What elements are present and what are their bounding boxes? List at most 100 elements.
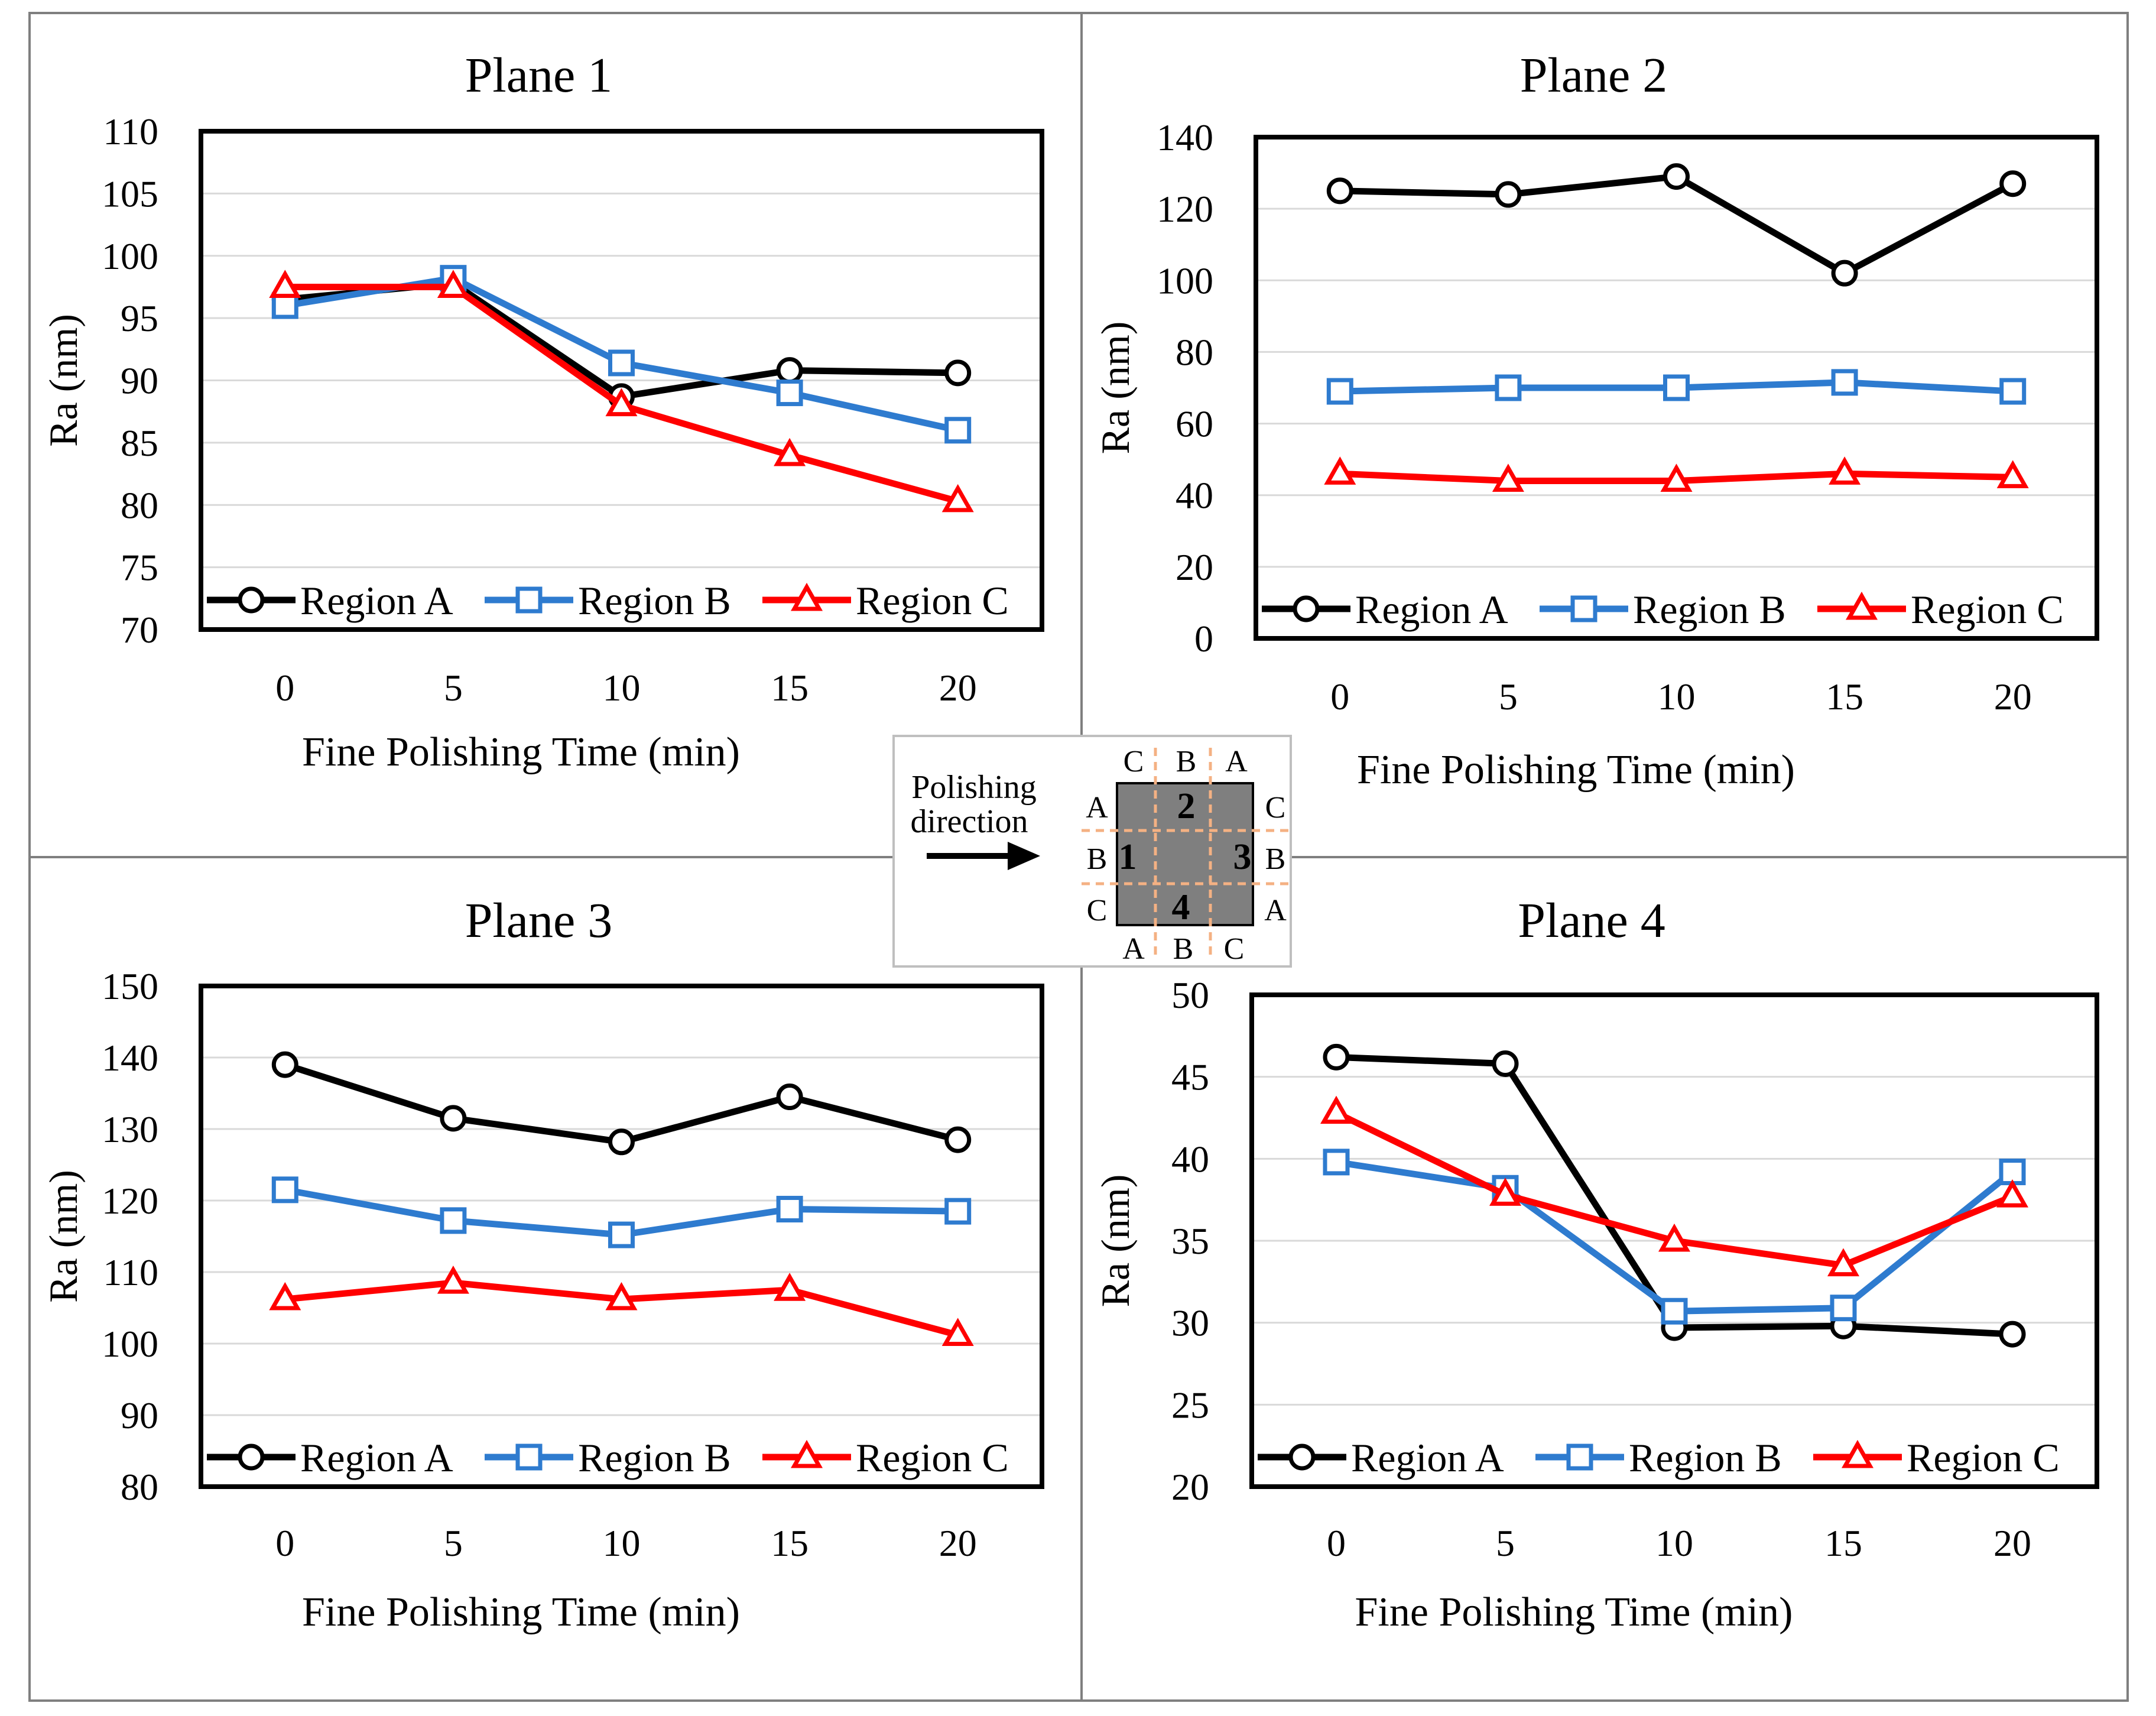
data-point-square — [776, 1196, 803, 1223]
legend-marker-square — [515, 586, 543, 614]
data-point-square — [440, 1207, 467, 1234]
x-tick-label: 5 — [1496, 1522, 1515, 1564]
data-point-circle — [271, 1051, 298, 1078]
data-point-triangle — [437, 270, 469, 298]
data-point-circle — [776, 1084, 803, 1111]
plot-area — [199, 984, 1044, 1489]
plot-area — [1254, 135, 2099, 641]
data-point-triangle — [269, 1282, 301, 1310]
y-tick-label: 95 — [121, 297, 158, 339]
y-tick-label: 50 — [1171, 974, 1209, 1016]
y-tick-label: 40 — [1171, 1138, 1209, 1180]
data-point-square — [944, 1198, 972, 1225]
inset-left-label-1: A — [1086, 791, 1108, 825]
x-tick-label: 20 — [939, 667, 977, 709]
y-tick-label: 100 — [102, 1323, 158, 1365]
y-tick-label: 40 — [1176, 475, 1213, 517]
y-tick-label: 110 — [103, 111, 158, 153]
y-tick-label: 70 — [121, 609, 158, 651]
legend-marker-circle — [1293, 595, 1320, 622]
y-tick-label: 80 — [1176, 331, 1213, 373]
y-tick-label: 20 — [1176, 546, 1213, 588]
chart-plane-3: 80 90 100 110 120 130 140 150 0 5 10 15 20 Plane 3 Fin… — [41, 893, 1044, 1635]
data-point-triangle — [1829, 456, 1861, 485]
inset-right-label-3: A — [1264, 894, 1287, 927]
y-axis-label: Ra (nm) — [41, 314, 86, 447]
x-axis-label: Fine Polishing Time (min) — [1355, 1590, 1793, 1635]
legend-label: Region A — [300, 578, 453, 623]
data-point-circle — [776, 357, 803, 384]
y-tick-label: 20 — [1171, 1466, 1209, 1508]
legend-label: Region A — [300, 1435, 453, 1480]
inset-right-label-2: B — [1265, 842, 1286, 876]
legend-label: Region C — [1907, 1435, 2060, 1480]
data-point-triangle — [605, 1282, 638, 1310]
chart-title: Plane 4 — [1518, 893, 1665, 948]
x-tick-label: 20 — [1994, 676, 2032, 718]
data-point-square — [1830, 1295, 1857, 1322]
inset-direction-label-line2: direction — [910, 803, 1028, 840]
y-tick-label: 100 — [102, 235, 158, 277]
data-point-triangle — [1320, 1095, 1353, 1124]
data-point-square — [1323, 1149, 1350, 1176]
legend-marker-square — [515, 1443, 543, 1471]
x-tick-label: 0 — [1327, 1522, 1346, 1564]
data-point-triangle — [1827, 1248, 1860, 1277]
series-line-region-a — [1340, 173, 2015, 277]
data-point-square — [776, 379, 803, 407]
data-point-triangle — [605, 388, 638, 417]
data-point-circle — [1495, 181, 1522, 208]
plane-number-4: 4 — [1172, 887, 1190, 927]
legend-label: Region B — [1633, 587, 1786, 632]
legend-marker-triangle — [1845, 591, 1878, 620]
direction-arrow-head-icon — [1008, 842, 1040, 870]
inset-top-label-1: C — [1124, 745, 1144, 778]
inset-left-label-3: C — [1087, 894, 1108, 927]
data-point-square — [1663, 374, 1690, 401]
y-tick-label: 45 — [1171, 1056, 1209, 1098]
y-tick-label: 60 — [1176, 403, 1213, 445]
x-tick-label: 0 — [275, 1522, 294, 1564]
chart-title: Plane 3 — [465, 893, 613, 948]
legend-label: Region C — [856, 1435, 1009, 1480]
legend-marker-square — [1566, 1443, 1593, 1471]
y-tick-label: 120 — [102, 1180, 158, 1222]
legend-marker-triangle — [790, 582, 823, 611]
y-tick-label: 85 — [121, 422, 158, 464]
data-point-triangle — [1996, 1179, 2029, 1208]
y-tick-label: 35 — [1171, 1220, 1209, 1262]
data-point-circle — [1663, 163, 1690, 190]
inset-bottom-label-3: C — [1224, 932, 1245, 966]
legend-label: Region C — [856, 578, 1009, 623]
data-point-triangle — [1489, 1177, 1522, 1206]
data-point-square — [1999, 378, 2027, 405]
data-point-triangle — [941, 484, 974, 512]
y-tick-label: 140 — [102, 1037, 158, 1079]
inset-top-label-3: A — [1225, 745, 1248, 778]
data-point-circle — [1999, 170, 2027, 197]
data-point-square — [1495, 374, 1522, 401]
plane-number-1: 1 — [1119, 837, 1137, 877]
chart-plane-4: 20 25 30 35 40 45 50 0 5 10 15 20 Plane 4 Fine Polish… — [1093, 893, 2099, 1635]
x-tick-label: 5 — [444, 1522, 463, 1564]
y-tick-label: 80 — [121, 484, 158, 526]
sample-division-lines — [1082, 748, 1288, 961]
x-tick-label: 10 — [603, 667, 641, 709]
chart-title: Plane 1 — [465, 48, 613, 103]
x-tick-label: 0 — [1330, 676, 1349, 718]
legend-marker-circle — [238, 1443, 265, 1471]
inset-bottom-label-2: B — [1173, 932, 1194, 966]
data-point-square — [944, 417, 972, 444]
data-point-triangle — [1660, 463, 1693, 492]
legend-label: Region B — [1629, 1435, 1782, 1480]
y-tick-label: 90 — [121, 360, 158, 402]
x-axis-label: Fine Polishing Time (min) — [302, 1590, 740, 1635]
x-tick-label: 15 — [771, 1522, 808, 1564]
y-tick-label: 130 — [102, 1108, 158, 1150]
x-axis-label: Fine Polishing Time (min) — [302, 729, 740, 775]
data-point-triangle — [437, 1266, 469, 1294]
inset-right-label-1: C — [1265, 791, 1286, 825]
y-axis-label: Ra (nm) — [1093, 322, 1138, 455]
